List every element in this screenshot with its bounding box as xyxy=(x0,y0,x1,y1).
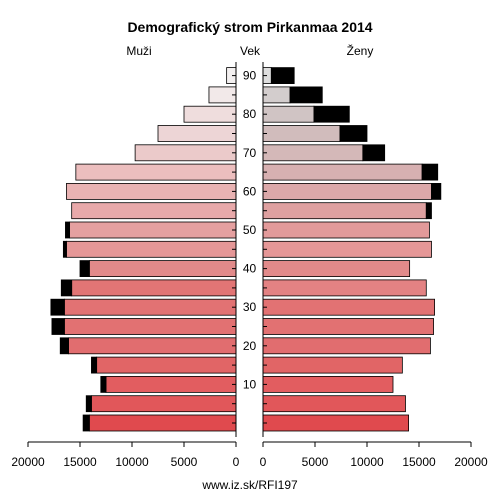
male-excess-0-4 xyxy=(82,414,90,432)
male-bar-55-59 xyxy=(71,202,237,220)
age-tick-label: 90 xyxy=(243,69,257,83)
female-excess-70-74 xyxy=(362,144,386,162)
female-excess-85-89 xyxy=(289,86,323,104)
male-excess-15-19 xyxy=(91,356,98,374)
female-bar-85-89 xyxy=(262,86,291,104)
female-bar-70-74 xyxy=(262,144,364,162)
female-bar-10-14 xyxy=(262,375,394,393)
female-bar-60-64 xyxy=(262,182,432,200)
female-label: Ženy xyxy=(347,43,374,58)
female-excess-55-59 xyxy=(425,202,432,220)
age-tick-label: 60 xyxy=(243,184,257,198)
male-excess-25-29 xyxy=(51,318,65,335)
male-x-tick-label: 15000 xyxy=(63,455,97,469)
female-bar-75-79 xyxy=(262,125,341,142)
age-tick-label: 10 xyxy=(243,377,257,391)
x-axes: 20000 20000 15000 15000 10000 10000 5000 5000 0 0 xyxy=(11,441,488,469)
female-bar-25-29 xyxy=(262,318,434,335)
female-bar-55-59 xyxy=(262,202,427,220)
male-bar-20-24 xyxy=(68,337,237,355)
male-bar-0-4 xyxy=(88,414,237,432)
male-excess-40-44 xyxy=(79,260,90,278)
male-bar-25-29 xyxy=(64,318,237,335)
male-excess-50-54 xyxy=(65,221,71,239)
female-bar-30-34 xyxy=(262,298,436,316)
female-bar-40-44 xyxy=(262,260,411,278)
female-bar-20-24 xyxy=(262,337,431,355)
male-bars xyxy=(50,67,237,432)
male-bar-10-14 xyxy=(105,375,237,393)
male-excess-35-39 xyxy=(60,279,73,297)
female-excess-75-79 xyxy=(339,125,368,142)
male-excess-20-24 xyxy=(59,337,69,355)
male-bar-60-64 xyxy=(66,182,237,200)
male-bar-50-54 xyxy=(69,221,237,239)
male-bar-30-34 xyxy=(64,298,237,316)
male-bar-5-9 xyxy=(91,395,237,413)
female-bars xyxy=(262,67,442,432)
female-bar-80-84 xyxy=(262,105,315,123)
male-excess-30-34 xyxy=(50,298,65,316)
female-bar-35-39 xyxy=(262,279,427,297)
age-tick-label: 40 xyxy=(243,262,257,276)
male-bar-75-79 xyxy=(157,125,237,142)
female-bar-50-54 xyxy=(262,221,430,239)
female-bar-65-69 xyxy=(262,163,423,181)
male-x-tick-label: 5000 xyxy=(171,455,198,469)
age-tick-labels: 10 20 30 40 50 60 70 80 90 xyxy=(232,62,267,437)
male-label: Muži xyxy=(126,44,151,58)
male-bar-35-39 xyxy=(71,279,237,297)
age-tick-label: 70 xyxy=(243,146,257,160)
male-bar-45-49 xyxy=(66,240,237,258)
female-bar-15-19 xyxy=(262,356,403,374)
male-bar-15-19 xyxy=(96,356,237,374)
male-excess-45-49 xyxy=(62,240,67,258)
female-bar-5-9 xyxy=(262,395,406,413)
female-excess-65-69 xyxy=(421,163,439,181)
male-excess-10-14 xyxy=(100,375,107,393)
female-x-tick-label: 5000 xyxy=(302,455,329,469)
male-bar-65-69 xyxy=(75,163,237,181)
female-x-tick-label: 0 xyxy=(260,455,267,469)
female-excess-90+ xyxy=(270,67,295,84)
source-footer: www.iz.sk/RFI197 xyxy=(201,478,298,492)
male-x-tick-label: 20000 xyxy=(11,455,45,469)
female-x-tick-label: 10000 xyxy=(350,455,384,469)
male-bar-70-74 xyxy=(134,144,237,162)
male-bar-40-44 xyxy=(88,260,237,278)
male-bar-85-89 xyxy=(208,86,237,104)
female-x-tick-label: 20000 xyxy=(454,455,488,469)
male-excess-5-9 xyxy=(85,395,92,413)
chart-title: Demografický strom Pirkanmaa 2014 xyxy=(127,19,372,35)
female-x-tick-label: 15000 xyxy=(402,455,436,469)
female-bar-0-4 xyxy=(262,414,410,432)
age-tick-label: 20 xyxy=(243,339,257,353)
male-bar-80-84 xyxy=(183,105,237,123)
male-x-tick-label: 0 xyxy=(233,455,240,469)
female-excess-60-64 xyxy=(431,182,442,200)
male-x-tick-label: 10000 xyxy=(115,455,149,469)
age-tick-label: 30 xyxy=(243,300,257,314)
female-bar-45-49 xyxy=(262,240,432,258)
female-excess-80-84 xyxy=(313,105,350,123)
age-tick-label: 50 xyxy=(243,223,257,237)
age-axis-label: Vek xyxy=(240,44,261,58)
age-tick-label: 80 xyxy=(243,107,257,121)
